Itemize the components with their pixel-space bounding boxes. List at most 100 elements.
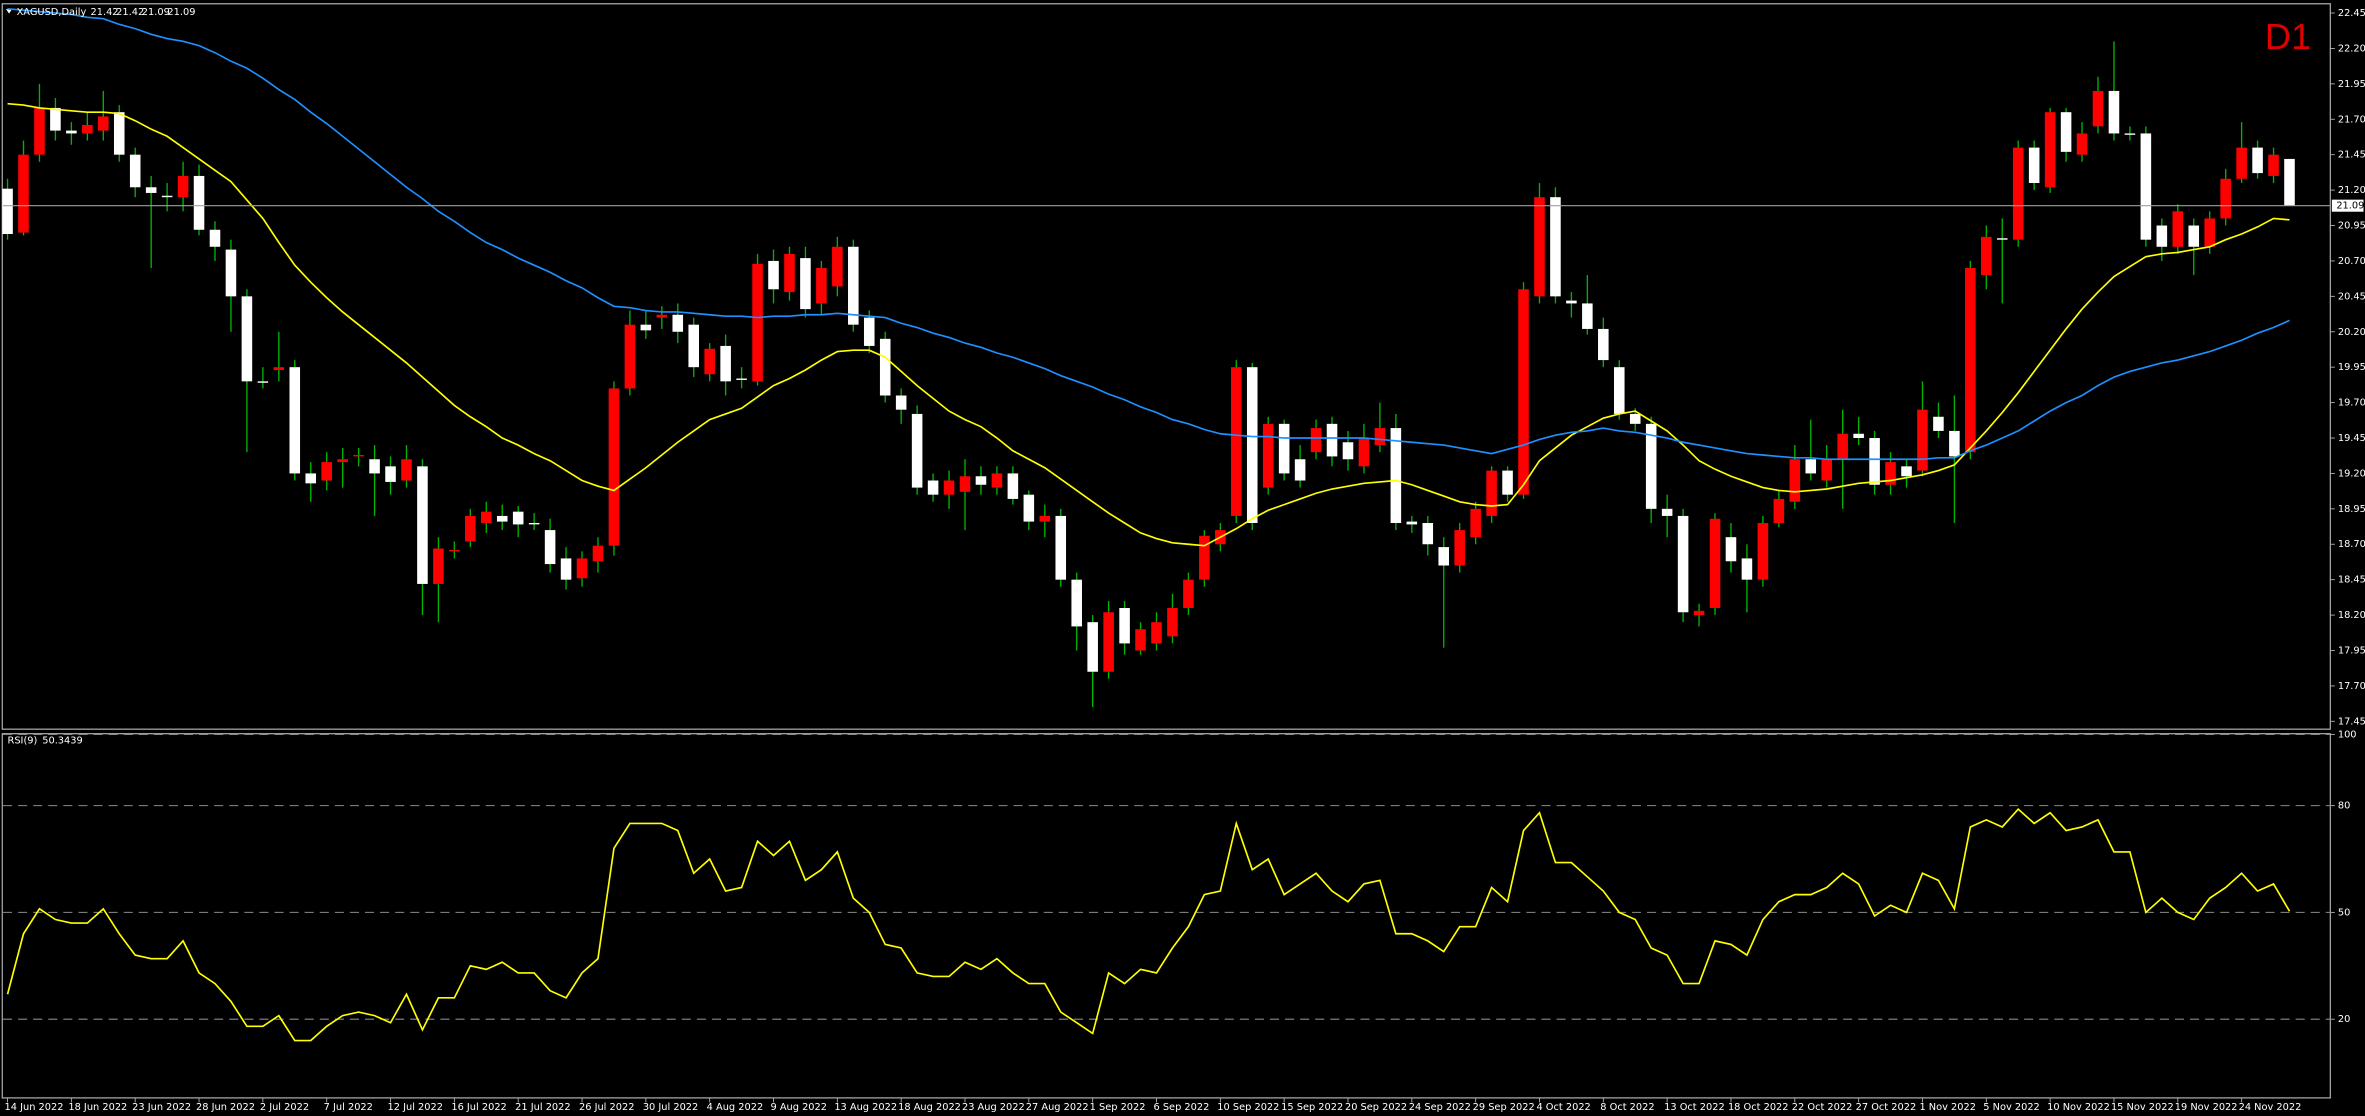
candle-body [289,367,301,474]
candle-body [1278,423,1290,474]
candle-body [1821,459,1833,481]
x-tick-label: 14 Jun 2022 [5,1102,64,1113]
candle-body [1901,466,1912,477]
candle-body [1342,442,1354,460]
candle-body [2076,133,2088,155]
candle-body [2028,147,2040,184]
candle-body [768,260,779,290]
candle-body [576,558,588,579]
candle-body [656,314,668,318]
candle-body [1438,547,1450,566]
candle-body [560,558,572,580]
x-tick-label: 4 Oct 2022 [1536,1102,1590,1113]
candle-body [736,378,747,380]
candle-body [784,253,795,293]
y-tick-label: 100 [2338,729,2357,740]
candle-body [1374,428,1386,446]
candle-body [1231,367,1242,516]
y-tick-label: 20.70 [2338,256,2365,267]
candle-body [1550,197,1561,297]
x-tick-label: 15 Sep 2022 [1281,1102,1343,1113]
moving-average-line [7,102,2290,547]
candle-body [257,381,269,383]
candle-body [2060,112,2072,152]
price-panel-frame [1,3,2331,730]
candle-body [2284,158,2295,206]
candle-body [1805,459,1817,474]
y-tick-label: 22.20 [2338,43,2365,54]
indicator-title: RSI(9) [8,735,38,746]
timeframe-label: D1 [2265,16,2311,57]
candle-body [1677,515,1689,613]
y-tick-label: 19.95 [2338,362,2365,373]
candle-body [1167,608,1178,637]
candle-body [848,246,859,325]
candle-body [2204,218,2215,247]
x-tick-label: 8 Oct 2022 [1600,1102,1654,1113]
candle-body [1390,428,1402,524]
candle-body [1087,622,1098,672]
candle-body [1741,558,1753,580]
x-tick-label: 23 Jun 2022 [132,1102,191,1113]
x-tick-label: 30 Jul 2022 [643,1102,698,1113]
header-ohlc-high: 21.42 [116,7,144,18]
moving-average-line [7,7,2290,461]
x-tick-label: 1 Sep 2022 [1090,1102,1146,1113]
candle-body [480,511,492,524]
candle-body [624,324,636,389]
candle-body [225,249,237,297]
candle-body [1135,629,1146,651]
candle-body [1629,413,1641,424]
y-tick-label: 20.45 [2338,291,2365,302]
candle-body [2252,147,2263,174]
candle-body [2268,154,2279,176]
candle-body [1007,473,1019,499]
x-tick-label: 10 Nov 2022 [2047,1102,2110,1113]
candle-body [1119,608,1130,644]
candle-body [1917,409,1928,471]
candle-body [1071,579,1082,627]
x-tick-label: 12 Jul 2022 [388,1102,443,1113]
y-tick-label: 19.70 [2338,398,2365,409]
candle-body [98,116,109,131]
header-ohlc-open: 21.42 [90,7,118,18]
y-tick-label: 22.45 [2338,8,2365,19]
candle-body [1933,416,1944,431]
candle-body [1773,498,1785,524]
candle-body [353,455,364,457]
header-ohlc-close: 21.09 [167,7,195,18]
candle-body [2188,225,2200,247]
candle-body [1103,612,1114,672]
y-tick-label: 17.45 [2338,716,2365,727]
candle-body [1406,521,1418,525]
candle-body [66,130,77,134]
x-tick-label: 7 Jul 2022 [324,1102,373,1113]
candle-body [1039,515,1051,522]
rsi-panel-frame [1,733,2331,1099]
x-tick-label: 6 Sep 2022 [1153,1102,1209,1113]
candle-body [911,413,923,488]
candle-body [113,112,125,155]
candle-body [1151,622,1162,644]
candle-body [1454,530,1465,566]
candle-body [975,476,987,485]
x-tick-label: 27 Oct 2022 [1856,1102,1917,1113]
candle-body [895,395,907,410]
y-tick-label: 18.45 [2338,575,2365,586]
x-tick-label: 5 Nov 2022 [1983,1102,2040,1113]
x-tick-label: 23 Aug 2022 [962,1102,1025,1113]
x-tick-label: 29 Sep 2022 [1473,1102,1535,1113]
x-tick-label: 18 Oct 2022 [1728,1102,1789,1113]
candle-body [1965,268,1976,453]
candle-body [704,348,715,375]
candle-body [1582,303,1593,329]
header-ohlc-low: 21.09 [142,7,170,18]
candle-body [1709,518,1721,609]
candle-body [1981,236,1992,276]
candle-body [2108,90,2120,134]
candle-body [2012,147,2024,240]
candle-body [720,345,731,382]
candle-body [528,523,540,525]
candle-body [129,154,141,188]
